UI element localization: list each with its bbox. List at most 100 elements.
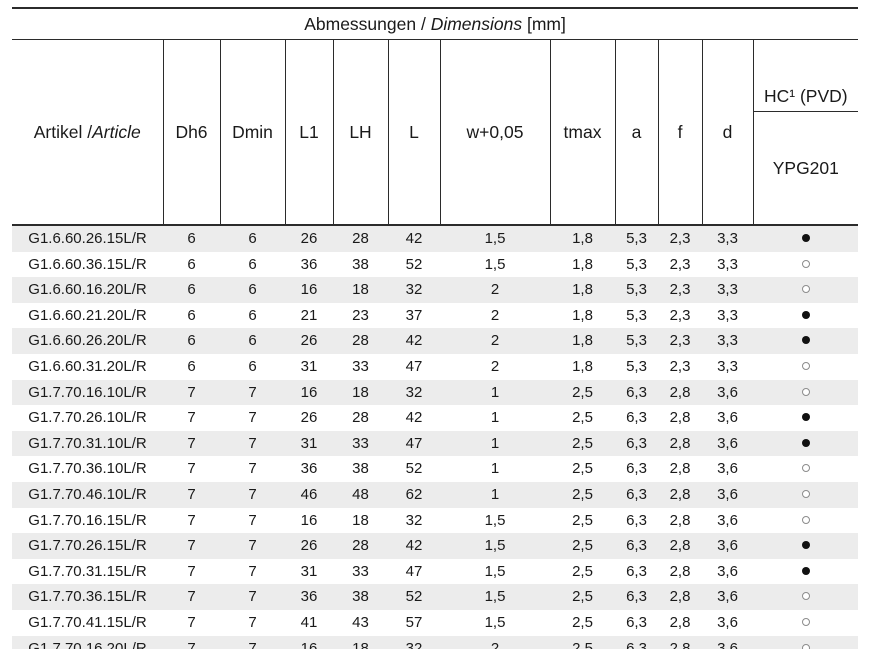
hollow-dot-icon [801,592,810,601]
cell-l1: 31 [300,434,318,452]
cell-l1: 41 [300,613,318,631]
col-header-l: L [387,39,440,226]
cell-l: 42 [405,332,423,350]
table-row: G1.7.70.16.10L/R 7 7 16 18 32 1 2,5 6,3 2,8 3,6 [12,379,859,406]
cell-tmax: 2,5 [572,639,593,649]
cell-tmax: 2,5 [572,409,593,427]
cell-tmax: 2,5 [572,537,593,555]
cell-lh: 18 [352,281,369,299]
cell-l1: 16 [300,639,318,649]
cell-a: 6,3 [626,511,647,529]
cell-l: 47 [405,357,423,375]
hollow-dot-icon [801,617,810,626]
filled-dot-icon [801,336,810,345]
cell-dmin: 6 [248,357,257,375]
cell-l: 32 [405,639,423,649]
cell-f: 2,8 [669,588,691,606]
cell-l1: 46 [300,485,318,503]
cell-tmax: 1,8 [572,230,593,247]
hc-grade-label: YPG201 [772,158,839,178]
cell-tmax: 2,5 [572,562,593,580]
cell-w: 1,5 [484,613,506,631]
cell-l1: 36 [300,460,318,478]
cell-d: 3,6 [717,485,738,503]
hollow-dot-icon [801,362,810,370]
cell-w: 1 [490,485,500,503]
cell-dh6: 6 [187,332,196,350]
cell-article: G1.7.70.16.20L/R [28,639,147,649]
cell-l1: 16 [300,511,318,529]
cell-hc-hollow [753,610,858,636]
cell-lh: 18 [352,383,369,401]
cell-a: 5,3 [626,306,647,324]
cell-dmin: 7 [248,537,257,555]
cell-d: 3,6 [717,434,738,452]
table-row: G1.7.70.46.10L/R 7 7 46 48 62 1 2,5 6,3 2,8 3,6 [12,481,859,508]
cell-lh: 18 [352,639,369,649]
cell-w: 1,5 [484,230,506,247]
cell-l: 62 [405,485,423,503]
cell-f: 2,8 [669,409,691,427]
cell-article: G1.7.70.16.10L/R [28,383,147,401]
cell-a: 6,3 [626,485,647,503]
hollow-dot-icon [801,387,810,396]
cell-d: 3,6 [717,537,738,555]
table-row: G1.7.70.26.15L/R 7 7 26 28 42 1,5 2,5 6,3 2,8 3,6 [12,533,859,559]
cell-w: 1 [490,460,500,478]
column-header-row: Artikel /Article Dh6 Dmin L1 LH L w+0,05… [12,39,859,226]
col-header-w: w+0,05 [439,39,550,226]
cell-a: 6,3 [626,383,647,401]
table-row: G1.7.70.36.10L/R 7 7 36 38 52 1 2,5 6,3 2,8 3,6 [12,456,858,482]
cell-d: 3,3 [717,332,738,350]
cell-a: 5,3 [626,332,647,350]
cell-lh: 33 [352,434,369,452]
col-header-d: d [701,39,753,226]
cell-a: 6,3 [626,537,647,555]
cell-f: 2,3 [669,306,691,324]
table-row: G1.6.60.26.15L/R 6 6 26 28 42 1,5 1,8 5,3 2,3 3,3 [12,225,859,252]
table-row: G1.7.70.36.15L/R 7 7 36 38 52 1,5 2,5 6,3 2,8 3,6 [12,584,859,610]
cell-d: 3,3 [717,281,738,299]
cell-article: G1.7.70.46.10L/R [28,485,147,503]
cell-lh: 48 [352,485,369,503]
col-header-dmin: Dmin [219,39,285,226]
cell-l: 47 [405,562,423,580]
col-header-hc: HC¹ (PVD) YPG201 [752,39,859,226]
cell-a: 5,3 [626,357,647,375]
hc-pvd-label: HC¹ (PVD) [753,82,859,112]
cell-f: 2,3 [669,281,691,299]
cell-tmax: 2,5 [572,460,593,478]
cell-hc-hollow [753,252,858,278]
cell-w: 1,5 [484,511,506,529]
cell-l: 32 [405,383,423,401]
cell-f: 2,8 [669,485,691,503]
cell-tmax: 2,5 [572,434,593,452]
cell-a: 6,3 [626,434,647,452]
hollow-dot-icon [801,464,810,473]
table-body: G1.6.60.26.15L/R 6 6 26 28 42 1,5 1,8 5,3 2,3 3,3 G… [12,225,859,649]
cell-w: 1 [490,409,500,427]
cell-d: 3,6 [717,511,738,529]
table-row: G1.6.60.21.20L/R 6 6 21 23 37 2 1,8 5,3 2,3 3,3 [12,303,858,329]
cell-d: 3,6 [717,562,738,580]
article-header-en: Article [92,121,141,142]
cell-dh6: 7 [187,562,196,580]
cell-w: 1,5 [484,562,506,580]
cell-f: 2,8 [669,434,691,452]
cell-article: G1.7.70.36.10L/R [28,460,147,478]
cell-hc-hollow [753,354,858,380]
cell-dmin: 7 [248,613,257,631]
cell-f: 2,3 [669,255,691,273]
cell-w: 1 [490,434,500,452]
cell-hc-filled [753,533,858,559]
cell-tmax: 2,5 [572,588,593,606]
cell-w: 2 [490,281,500,299]
cell-w: 2 [490,332,500,350]
cell-f: 2,3 [669,230,691,247]
cell-l: 42 [405,537,423,555]
cell-hc-filled [753,559,858,585]
cell-l: 52 [405,460,423,478]
cell-a: 6,3 [626,409,647,427]
cell-tmax: 1,8 [572,255,593,273]
table-row: G1.7.70.31.15L/R 7 7 31 33 47 1,5 2,5 6,3 2,8 3,6 [12,559,858,585]
